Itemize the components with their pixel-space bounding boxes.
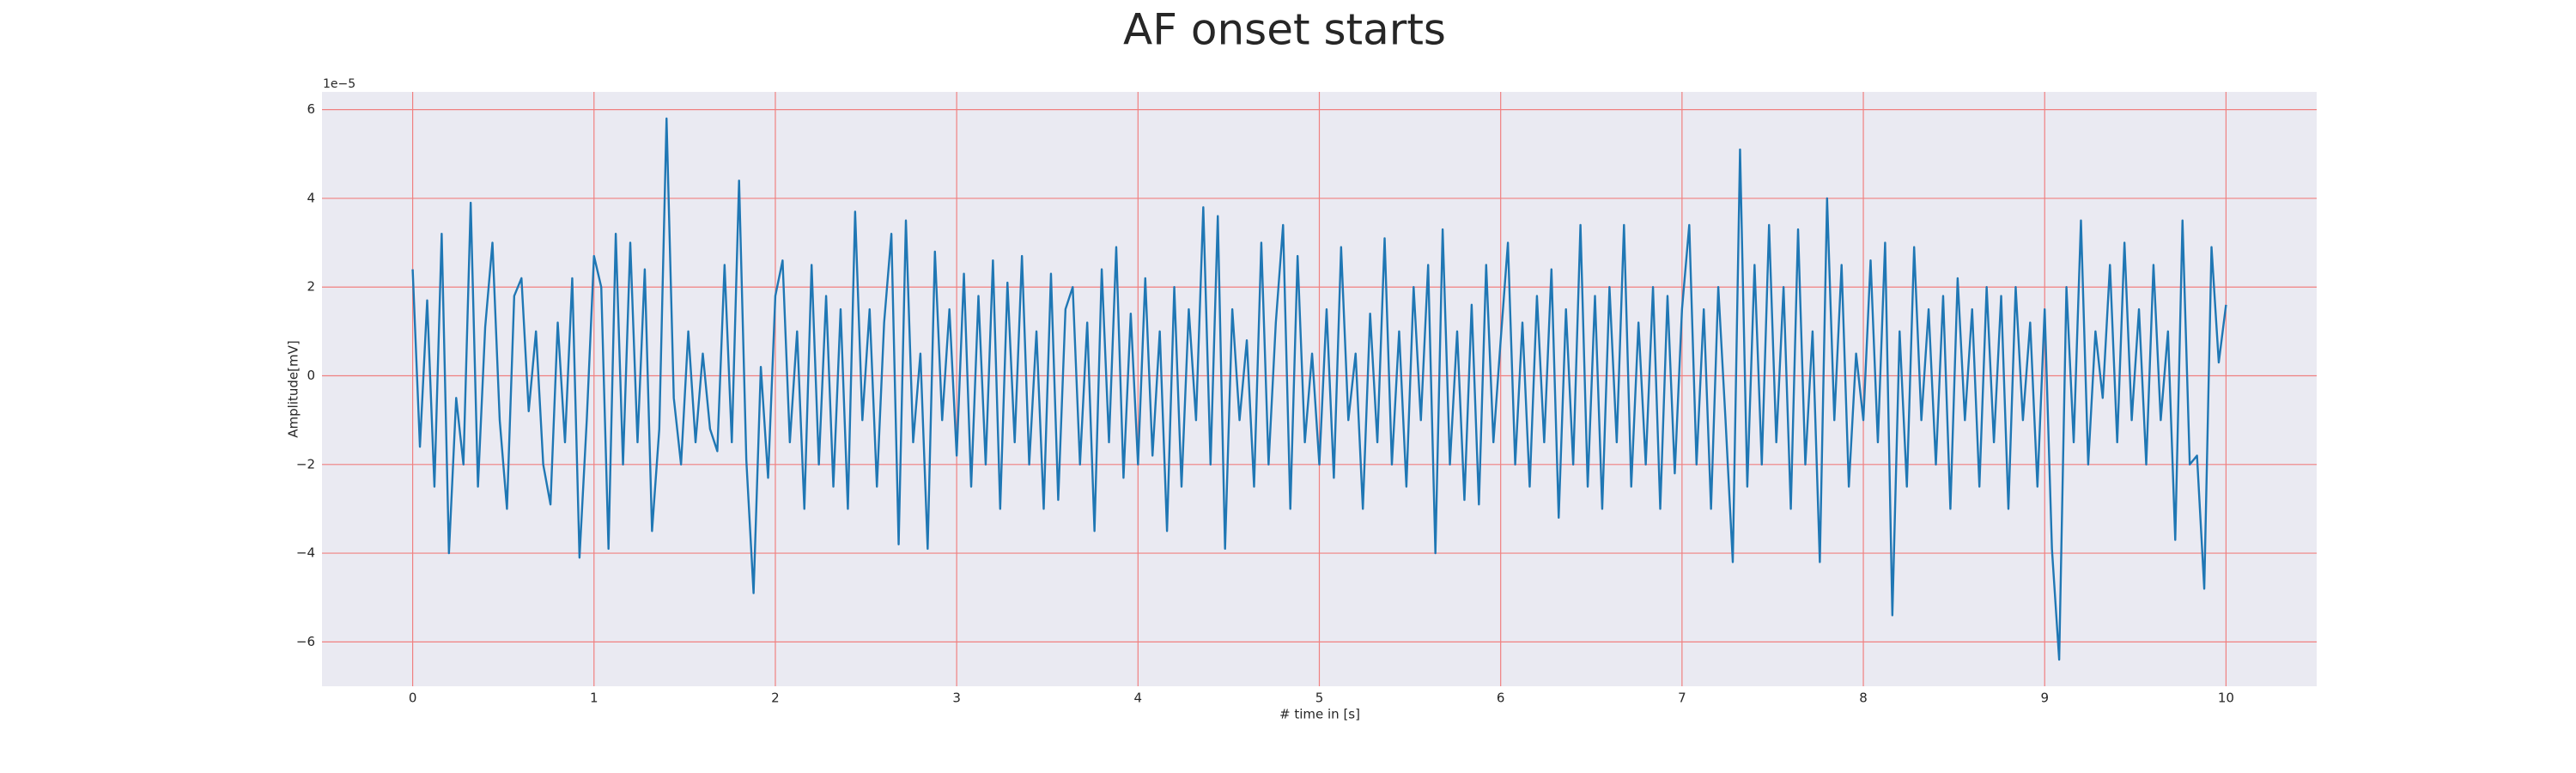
- x-tick-label: 8: [1859, 691, 1868, 706]
- y-tick-label: −6: [296, 634, 315, 649]
- y-offset-label: 1e−5: [323, 77, 355, 91]
- x-tick-label: 1: [590, 691, 598, 706]
- x-tick-label: 9: [2040, 691, 2049, 706]
- y-tick-label: −4: [296, 545, 315, 561]
- y-tick-label: 2: [307, 279, 315, 295]
- x-axis-label: # time in [s]: [1279, 707, 1360, 722]
- y-tick-label: 0: [307, 368, 315, 383]
- x-tick-label: 3: [952, 691, 961, 706]
- x-tick-label: 7: [1678, 691, 1686, 706]
- x-tick-label: 5: [1315, 691, 1324, 706]
- x-tick-label: 0: [409, 691, 417, 706]
- y-tick-label: 6: [307, 101, 315, 117]
- y-tick-label: 4: [307, 190, 315, 205]
- signal-line: [411, 117, 2227, 661]
- y-axis-label: Amplitude[mV]: [286, 340, 301, 437]
- x-tick-label: 2: [771, 691, 780, 706]
- chart-title: AF onset starts: [1123, 5, 1446, 55]
- y-tick-label: −2: [296, 456, 315, 472]
- x-tick-label: 6: [1497, 691, 1505, 706]
- x-tick-label: 10: [2218, 691, 2234, 706]
- x-tick-label: 4: [1134, 691, 1143, 706]
